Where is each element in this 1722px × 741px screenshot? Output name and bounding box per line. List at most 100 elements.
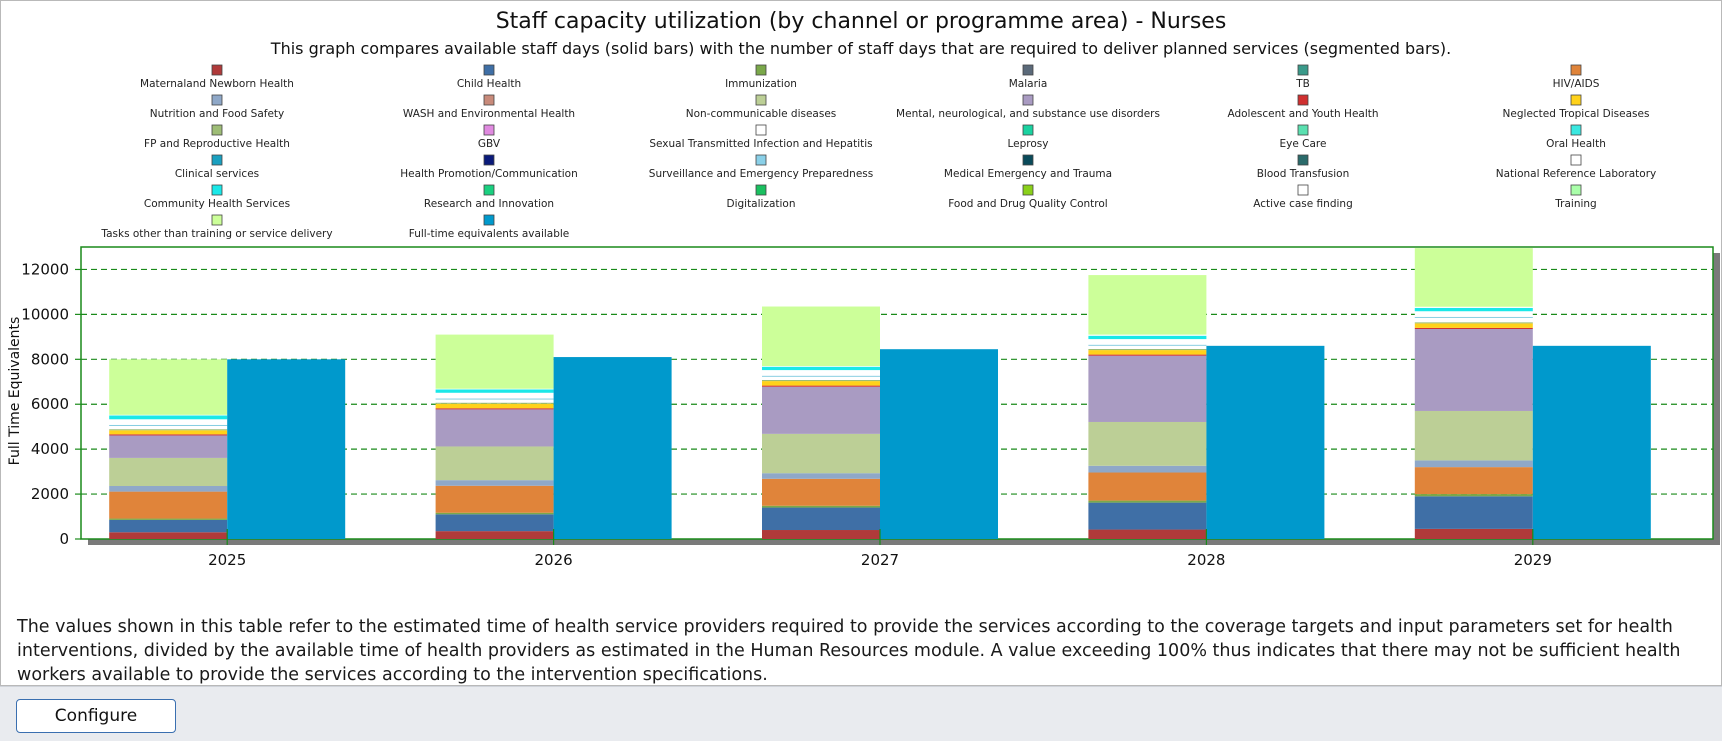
legend-label-surveillance-and-emergency-preparedness: Surveillance and Emergency Preparedness <box>649 168 873 180</box>
bar-segment-non-communicable-diseases-2028 <box>1088 422 1206 466</box>
bar-segment-maternaland-newborn-health-2027 <box>762 530 880 539</box>
legend-swatch-oral-health <box>1571 125 1581 135</box>
bar-segment-tasks-other-than-training-or-service-delivery-2026 <box>436 335 554 389</box>
staff-capacity-chart: Staff capacity utilization (by channel o… <box>1 1 1721 611</box>
legend-label-immunization: Immunization <box>725 78 797 90</box>
bar-segment-fp-and-reproductive-health-2026 <box>436 403 554 404</box>
legend-label-adolescent-and-youth-health: Adolescent and Youth Health <box>1227 108 1378 120</box>
legend-label-blood-transfusion: Blood Transfusion <box>1257 168 1350 180</box>
bar-segment-neglected-tropical-diseases-2026 <box>436 404 554 408</box>
legend-swatch-mental-neurological-and-substance-use-disorders <box>1023 95 1033 105</box>
bar-segment-child-health-2028 <box>1088 503 1206 530</box>
legend-label-fp-and-reproductive-health: FP and Reproductive Health <box>144 138 290 150</box>
bar-segment-mental-neurological-and-substance-use-disorders-2026 <box>436 409 554 446</box>
legend-swatch-digitalization <box>756 185 766 195</box>
bar-segment-child-health-2027 <box>762 508 880 530</box>
legend-swatch-tb <box>1298 65 1308 75</box>
legend-label-gbv: GBV <box>478 138 501 150</box>
bar-segment-non-communicable-diseases-2025 <box>109 458 227 486</box>
legend-swatch-food-and-drug-quality-control <box>1023 185 1033 195</box>
legend-label-health-promotion-communication: Health Promotion/Communication <box>400 168 578 180</box>
legend-swatch-child-health <box>484 65 494 75</box>
bar-segment-tasks-other-than-training-or-service-delivery-2028 <box>1088 275 1206 335</box>
y-tick-label: 10000 <box>21 305 69 323</box>
legend-swatch-tasks-other-than-training-or-service-delivery <box>212 215 222 225</box>
bar-segment-adolescent-and-youth-health-2025 <box>109 434 227 435</box>
bar-segment-community-health-services-2027 <box>762 367 880 370</box>
y-tick-label: 12000 <box>21 260 69 278</box>
bar-segment-immunization-2026 <box>436 513 554 515</box>
bar-segment-hiv-aids-2029 <box>1415 467 1533 494</box>
bar-segment-nutrition-and-food-safety-2025 <box>109 486 227 492</box>
y-tick-label: 2000 <box>31 485 69 503</box>
legend-swatch-malaria <box>1023 65 1033 75</box>
legend-label-full-time-equivalents-available: Full-time equivalents available <box>409 228 570 240</box>
bar-segment-nutrition-and-food-safety-2028 <box>1088 466 1206 473</box>
legend-label-sexual-transmitted-infection-and-hepatitis: Sexual Transmitted Infection and Hepatit… <box>649 138 872 150</box>
bar-segment-sexual-transmitted-infection-and-hepatitis-2029 <box>1415 318 1533 322</box>
legend-swatch-blood-transfusion <box>1298 155 1308 165</box>
legend-swatch-eye-care <box>1298 125 1308 135</box>
legend-label-food-and-drug-quality-control: Food and Drug Quality Control <box>948 198 1107 210</box>
legend-label-wash-and-environmental-health: WASH and Environmental Health <box>403 108 575 120</box>
bar-segment-immunization-2025 <box>109 519 227 520</box>
bar-segment-community-health-services-2029 <box>1415 308 1533 311</box>
legend-label-hiv-aids: HIV/AIDS <box>1553 78 1600 90</box>
bar-segment-neglected-tropical-diseases-2029 <box>1415 323 1533 327</box>
bar-segment-fp-and-reproductive-health-2028 <box>1088 349 1206 350</box>
bar-segment-hiv-aids-2026 <box>436 486 554 513</box>
footer-bar: Configure <box>0 686 1722 741</box>
bar-segment-tasks-other-than-training-or-service-delivery-2025 <box>109 359 227 414</box>
legend-swatch-neglected-tropical-diseases <box>1571 95 1581 105</box>
legend-swatch-wash-and-environmental-health <box>484 95 494 105</box>
bar-segment-community-health-services-2026 <box>436 389 554 392</box>
bar-segment-adolescent-and-youth-health-2026 <box>436 408 554 409</box>
legend-label-research-and-innovation: Research and Innovation <box>424 198 554 210</box>
chart-subtitle: This graph compares available staff days… <box>270 39 1451 58</box>
legend-label-eye-care: Eye Care <box>1280 138 1327 150</box>
bar-segment-fp-and-reproductive-health-2025 <box>109 429 227 430</box>
bar-segment-adolescent-and-youth-health-2029 <box>1415 328 1533 329</box>
bar-segment-hiv-aids-2025 <box>109 492 227 519</box>
bar-segment-sexual-transmitted-infection-and-hepatitis-2028 <box>1088 346 1206 349</box>
bar-segment-active-case-finding-2028 <box>1088 335 1206 336</box>
description-text: The values shown in this table refer to … <box>17 615 1707 687</box>
bar-segment-child-health-2025 <box>109 520 227 532</box>
bar-segment-nutrition-and-food-safety-2027 <box>762 473 880 479</box>
bar-segment-mental-neurological-and-substance-use-disorders-2028 <box>1088 356 1206 422</box>
bar-segment-fp-and-reproductive-health-2027 <box>762 380 880 381</box>
bar-segment-community-health-services-2025 <box>109 415 227 419</box>
legend-label-community-health-services: Community Health Services <box>144 198 290 210</box>
legend-swatch-fp-and-reproductive-health <box>212 125 222 135</box>
legend-label-maternaland-newborn-health: Maternaland Newborn Health <box>140 78 294 90</box>
y-axis-label: Full Time Equivalents <box>7 317 23 466</box>
y-tick-label: 6000 <box>31 395 69 413</box>
bar-segment-sexual-transmitted-infection-and-hepatitis-2026 <box>436 399 554 402</box>
bar-segment-maternaland-newborn-health-2025 <box>109 532 227 539</box>
bar-segment-mental-neurological-and-substance-use-disorders-2025 <box>109 435 227 457</box>
bar-segment-sexual-transmitted-infection-and-hepatitis-2025 <box>109 426 227 429</box>
bar-segment-national-reference-laboratory-2027 <box>762 370 880 376</box>
bar-available-2026 <box>554 357 672 539</box>
x-tick-label: 2028 <box>1187 551 1225 569</box>
legend-label-medical-emergency-and-trauma: Medical Emergency and Trauma <box>944 168 1112 180</box>
configure-button[interactable]: Configure <box>16 699 176 733</box>
bar-segment-immunization-2028 <box>1088 501 1206 503</box>
bar-segment-maternaland-newborn-health-2026 <box>436 531 554 539</box>
bar-segment-adolescent-and-youth-health-2027 <box>762 386 880 387</box>
bar-segment-fp-and-reproductive-health-2029 <box>1415 322 1533 323</box>
bar-segment-hiv-aids-2028 <box>1088 473 1206 501</box>
bar-available-2028 <box>1206 346 1324 539</box>
bar-segment-nutrition-and-food-safety-2026 <box>436 480 554 486</box>
legend-label-national-reference-laboratory: National Reference Laboratory <box>1496 168 1657 180</box>
legend-swatch-non-communicable-diseases <box>756 95 766 105</box>
legend-swatch-health-promotion-communication <box>484 155 494 165</box>
chart-title: Staff capacity utilization (by channel o… <box>496 9 1227 34</box>
legend-label-nutrition-and-food-safety: Nutrition and Food Safety <box>150 108 285 120</box>
y-tick-label: 0 <box>59 530 69 548</box>
bar-segment-non-communicable-diseases-2029 <box>1415 411 1533 460</box>
legend-label-digitalization: Digitalization <box>726 198 795 210</box>
x-tick-label: 2027 <box>861 551 899 569</box>
bar-available-2029 <box>1533 346 1651 539</box>
